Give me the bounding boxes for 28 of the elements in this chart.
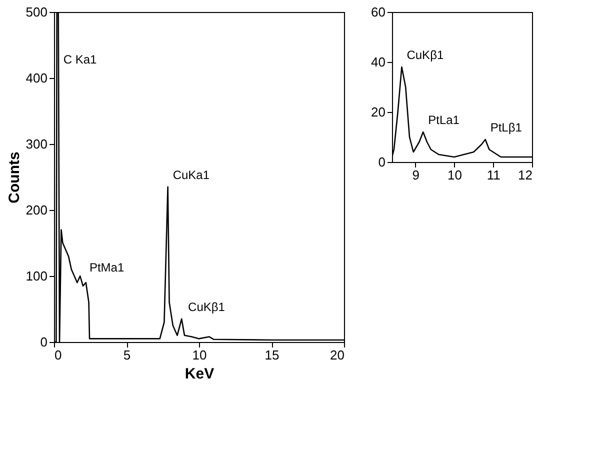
y-tick-label: 200 [26, 202, 48, 218]
y-tick-label: 300 [26, 136, 48, 152]
annotation: PtLβ1 [490, 120, 522, 134]
y-tick-label: 0 [378, 154, 386, 170]
y-tick-label: 400 [26, 70, 48, 86]
y-tick-label: 100 [26, 268, 48, 284]
x-tick-label: 15 [264, 348, 280, 362]
y-tick-label: 20 [371, 104, 386, 120]
annotation: CuKβ1 [406, 48, 444, 62]
annotation: PtLa1 [428, 113, 460, 127]
y-tick-label: 0 [40, 334, 48, 350]
annotation: PtMa1 [89, 260, 124, 274]
y-tick-label: 60 [371, 4, 386, 20]
x-tick-label: 12 [518, 168, 532, 182]
x-tick-label: 10 [192, 348, 207, 362]
y-tick-label: 500 [26, 4, 48, 20]
x-tick-label: 9 [412, 168, 420, 182]
annotation: C Ka1 [63, 52, 98, 66]
x-tick-label: 20 [330, 348, 344, 362]
y-axis-title: Counts [6, 152, 23, 204]
x-tick-label: 0 [54, 348, 62, 362]
x-axis-title: KeV [184, 366, 214, 382]
x-tick-label: 10 [447, 168, 462, 182]
annotation: CuKa1 [172, 168, 210, 182]
annotation: CuKβ1 [188, 300, 226, 314]
x-tick-label: 11 [486, 168, 500, 182]
y-tick-label: 40 [371, 54, 386, 70]
x-tick-label: 5 [123, 348, 131, 362]
